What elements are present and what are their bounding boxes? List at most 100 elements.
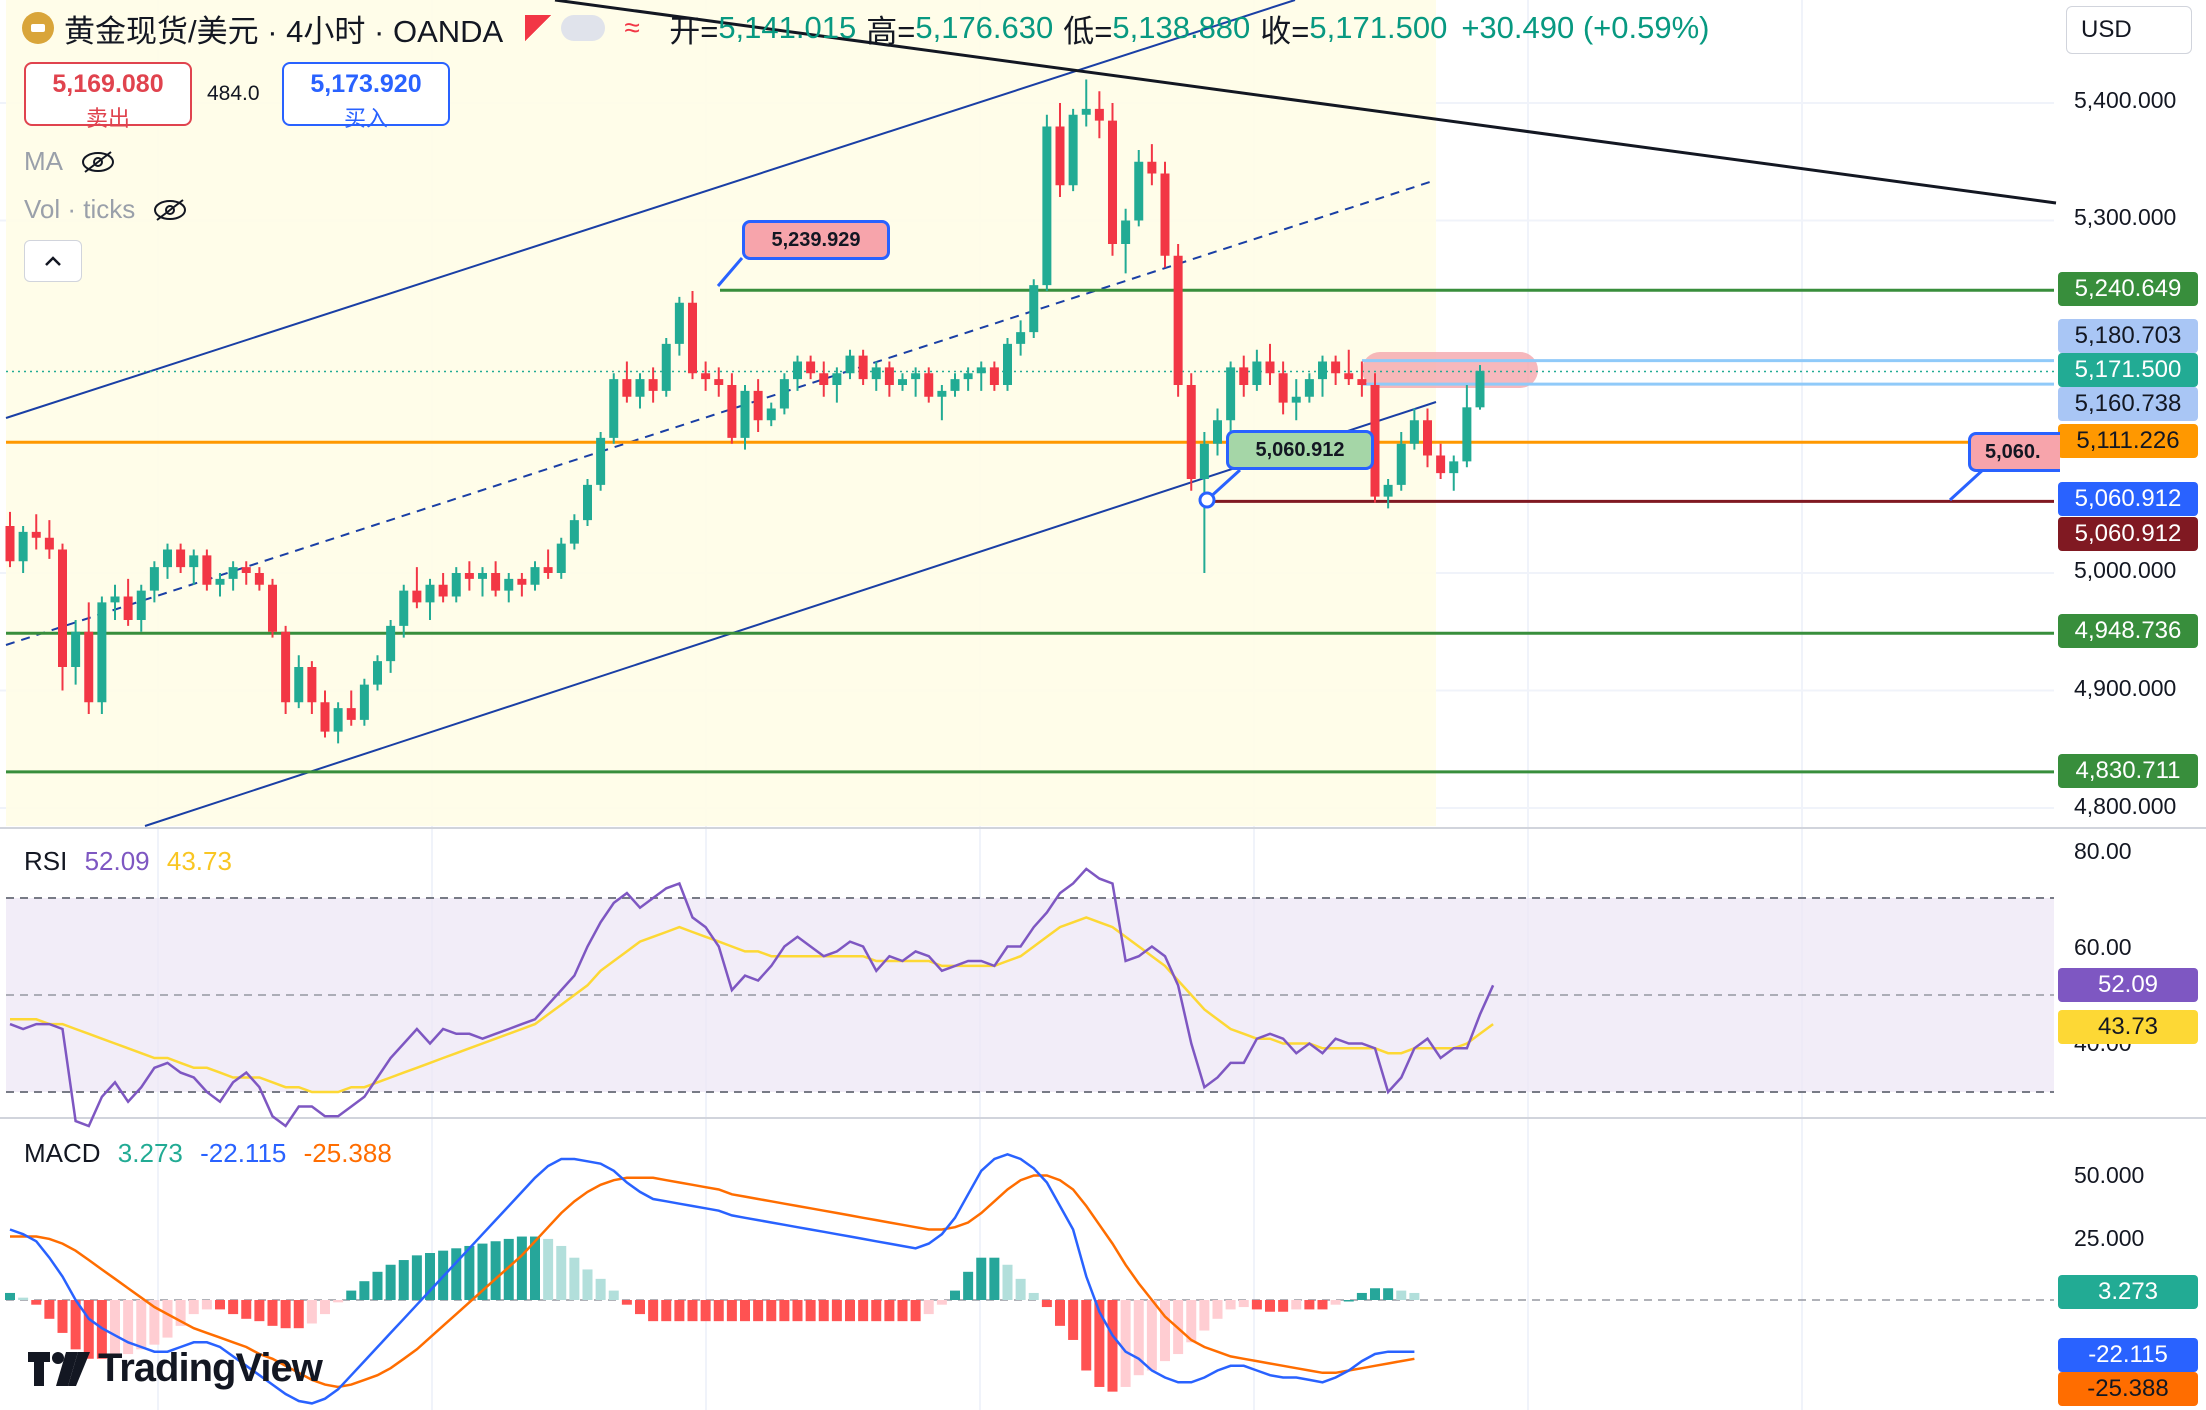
macd-line — [9, 1152, 1415, 1405]
candle-body — [307, 667, 317, 703]
rsi-ma-tag[interactable]: 43.73 — [2058, 1010, 2198, 1044]
channel-drawing[interactable] — [5, 0, 1437, 827]
macd-histogram-bar — [31, 1300, 42, 1305]
candle-body — [1226, 367, 1236, 421]
low-anchor-dot[interactable] — [1198, 491, 1216, 509]
price-note-low[interactable]: 5,060.912 — [1226, 430, 1374, 470]
tradingview-logo[interactable]: TradingView — [28, 1346, 323, 1391]
approx-icon[interactable]: ≈ — [624, 12, 640, 43]
candle-body — [701, 373, 711, 380]
macd-histogram-bar — [293, 1300, 304, 1329]
candle-body — [622, 379, 632, 397]
macd-histogram-bar — [385, 1264, 396, 1300]
resistance-zone[interactable] — [1362, 352, 1538, 388]
channel-highlight — [6, 0, 1436, 826]
candle-body — [31, 531, 41, 538]
macd-histogram-bar — [910, 1300, 921, 1322]
sell-button[interactable]: 5,169.080 卖出 — [24, 62, 192, 131]
candle-body — [976, 367, 986, 374]
candle-body — [858, 355, 868, 380]
macd-legend[interactable]: MACD 3.273 -22.115 -25.388 — [24, 1138, 392, 1169]
price-tag-level[interactable]: 4,830.711 — [2058, 754, 2198, 788]
candle-body — [753, 390, 763, 421]
collapse-legend-button[interactable] — [24, 240, 82, 282]
price-tag-level[interactable]: 5,240.649 — [2058, 272, 2198, 306]
macd-histogram-bar — [1291, 1300, 1302, 1310]
macd-histogram-bar — [398, 1260, 409, 1300]
macd-histogram-bar — [1251, 1300, 1262, 1310]
macd-histogram-bar — [267, 1300, 278, 1326]
price-tag-level[interactable]: 5,160.738 — [2058, 387, 2198, 421]
macd-histogram-bar — [1186, 1300, 1197, 1343]
vol-indicator[interactable]: Vol · ticks — [24, 194, 187, 225]
macd-histogram-bar — [162, 1300, 173, 1338]
macd-histogram-bar — [858, 1300, 869, 1322]
macd-signal-tag[interactable]: -25.388 — [2058, 1372, 2198, 1406]
toggle-icon[interactable] — [561, 15, 606, 41]
macd-histogram-bar — [346, 1290, 357, 1300]
channel-middle-line[interactable] — [5, 179, 1437, 646]
candle-body — [333, 708, 343, 732]
candle-body — [5, 526, 15, 562]
candle-body — [1147, 161, 1157, 174]
price-tag-level[interactable]: 5,111.226 — [2058, 424, 2198, 458]
macd-histogram-bar — [661, 1300, 672, 1322]
macd-line-tag[interactable]: -22.115 — [2058, 1338, 2198, 1372]
rsi-legend[interactable]: RSI 52.09 43.73 — [24, 846, 232, 877]
price-tag-last[interactable]: 5,171.500 — [2058, 353, 2198, 387]
candle-body — [1423, 420, 1432, 456]
macd-histogram-bar — [503, 1238, 514, 1300]
candle-body — [1331, 361, 1341, 374]
candle-body — [399, 590, 409, 626]
gold-symbol-icon — [22, 12, 54, 44]
buy-button[interactable]: 5,173.920 买入 — [282, 62, 450, 131]
ma-indicator[interactable]: MA — [24, 146, 115, 177]
currency-selector[interactable]: USD — [2066, 6, 2192, 54]
macd-histogram-bar — [608, 1290, 619, 1300]
macd-histogram-bar — [976, 1257, 987, 1300]
macd-histogram-bar — [18, 1297, 29, 1300]
candle-body — [1016, 332, 1026, 344]
macd-hist-tag[interactable]: 3.273 — [2058, 1275, 2198, 1309]
candle-body — [1121, 220, 1131, 244]
macd-histogram-bar — [516, 1236, 527, 1300]
price-note-peak[interactable]: 5,239.929 — [742, 220, 890, 260]
macd-histogram-bar — [136, 1300, 147, 1350]
eye-hidden-icon[interactable] — [153, 198, 187, 222]
macd-histogram-bar — [753, 1300, 764, 1322]
descending-trendline[interactable] — [554, 0, 2057, 205]
macd-histogram-bar — [1146, 1300, 1157, 1371]
macd-histogram-bar — [57, 1300, 68, 1333]
price-tag-level[interactable]: 4,948.736 — [2058, 614, 2198, 648]
symbol-legend[interactable]: 黄金现货/美元 · 4小时 · OANDA ≈ 开= 5,141.015 高= 5,… — [22, 8, 1710, 49]
candle-body — [491, 573, 501, 591]
candle-body — [793, 361, 802, 380]
eye-hidden-icon[interactable] — [81, 150, 115, 174]
channel-lower-line[interactable] — [144, 401, 1437, 827]
price-tag-level[interactable]: 5,060.912 — [2058, 482, 2198, 516]
candle-body — [438, 584, 448, 597]
macd-histogram-bar — [1356, 1292, 1367, 1300]
rsi-axis-label: 80.00 — [2074, 838, 2132, 864]
candle-body — [688, 302, 697, 374]
macd-histogram-bar — [1094, 1300, 1105, 1387]
price-tag-level[interactable]: 5,060.912 — [2058, 517, 2198, 551]
macd-histogram-bar — [766, 1300, 777, 1322]
symbol-title[interactable]: 黄金现货/美元 · 4小时 · OANDA — [64, 13, 504, 49]
macd-histogram-bar — [530, 1236, 540, 1300]
macd-histogram-bar — [149, 1300, 160, 1345]
rsi-value-tag[interactable]: 52.09 — [2058, 968, 2198, 1002]
price-tag-level[interactable]: 5,180.703 — [2058, 319, 2198, 353]
candle-body — [373, 661, 382, 685]
candle-body — [1318, 361, 1327, 380]
flag-icon[interactable] — [525, 15, 552, 41]
chevron-up-icon — [45, 256, 61, 266]
candle-body — [451, 573, 461, 597]
price-note-right[interactable]: 5,060. — [1968, 432, 2060, 472]
candle-body — [359, 684, 369, 720]
macd-histogram-bar — [1330, 1300, 1341, 1305]
candle-body — [911, 373, 921, 380]
macd-histogram-bar — [1225, 1300, 1236, 1310]
rsi-label: RSI — [24, 846, 68, 876]
